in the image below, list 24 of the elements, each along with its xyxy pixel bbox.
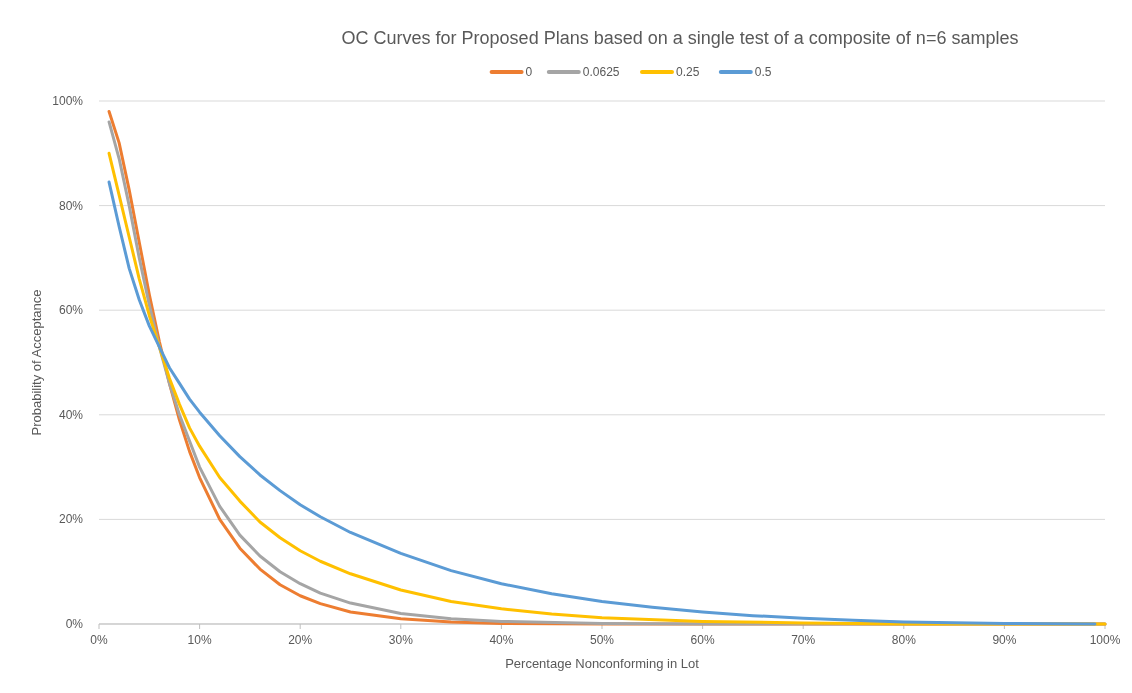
- y-tick-label: 0%: [65, 617, 84, 631]
- x-tick-label: 40%: [489, 633, 514, 647]
- y-axis-title: Probability of Acceptance: [29, 289, 44, 436]
- y-tick-label: 40%: [58, 407, 84, 422]
- x-tick-label: 50%: [589, 633, 615, 647]
- legend-label: 0.25: [676, 65, 700, 79]
- y-tick-label: 100%: [52, 94, 84, 108]
- y-tick-label: 60%: [58, 303, 84, 318]
- legend-label: 0: [525, 65, 533, 79]
- legend-label: 0.0625: [582, 65, 620, 79]
- y-tick-label: 80%: [58, 198, 84, 213]
- x-tick-label: 0%: [90, 633, 108, 647]
- x-tick-label: 10%: [187, 633, 212, 647]
- y-tick-label: 20%: [58, 512, 84, 527]
- x-tick-label: 60%: [690, 633, 715, 647]
- x-tick-label: 30%: [388, 633, 414, 647]
- chart-title: OC Curves for Proposed Plans based on a single test of a composite of n=6 samples: [341, 28, 1019, 48]
- x-tick-label: 100%: [1089, 633, 1121, 647]
- legend-label: 0.5: [754, 65, 772, 79]
- x-tick-label: 80%: [891, 633, 917, 647]
- x-tick-label: 90%: [992, 633, 1017, 647]
- x-tick-label: 70%: [791, 633, 816, 647]
- x-tick-label: 20%: [288, 633, 313, 647]
- x-axis-title: Percentage Nonconforming in Lot: [505, 656, 700, 671]
